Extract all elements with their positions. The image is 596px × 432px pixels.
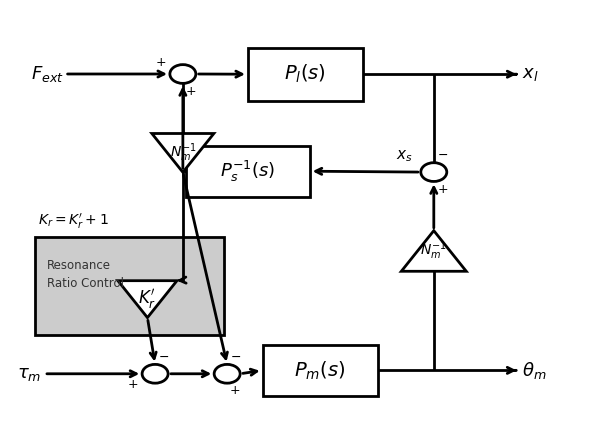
Polygon shape <box>401 231 466 271</box>
Text: $-$: $-$ <box>158 350 169 363</box>
Text: $K_r = K_r' + 1$: $K_r = K_r' + 1$ <box>38 212 109 231</box>
Text: $\tau_m$: $\tau_m$ <box>17 365 41 383</box>
Text: $K_r'$: $K_r'$ <box>138 287 157 311</box>
Circle shape <box>170 65 196 83</box>
Bar <box>263 345 378 396</box>
Text: $\theta_m$: $\theta_m$ <box>522 360 547 381</box>
Text: +: + <box>437 183 448 196</box>
Text: $-$: $-$ <box>230 350 241 363</box>
Bar <box>248 48 363 101</box>
Text: $P_m(s)$: $P_m(s)$ <box>294 359 346 381</box>
Text: +: + <box>156 56 166 69</box>
Text: $x_l$: $x_l$ <box>522 65 539 83</box>
Text: $N_m^{-1}$: $N_m^{-1}$ <box>169 142 196 164</box>
Text: +: + <box>230 384 241 397</box>
Polygon shape <box>152 133 214 172</box>
Bar <box>186 146 310 197</box>
Polygon shape <box>118 281 177 318</box>
Text: $P_l(s)$: $P_l(s)$ <box>284 63 326 86</box>
Text: $x_s$: $x_s$ <box>396 148 413 164</box>
Circle shape <box>214 365 240 383</box>
Text: $-$: $-$ <box>437 149 448 162</box>
Circle shape <box>142 365 168 383</box>
Text: +: + <box>186 85 197 98</box>
Text: +: + <box>128 378 139 391</box>
Text: $P_s^{-1}(s)$: $P_s^{-1}(s)$ <box>221 159 275 184</box>
Bar <box>35 237 224 335</box>
Text: $N_m^{-1}$: $N_m^{-1}$ <box>420 240 447 262</box>
Text: Resonance
Ratio Control: Resonance Ratio Control <box>47 259 124 290</box>
Text: $F_{ext}$: $F_{ext}$ <box>30 64 64 84</box>
Circle shape <box>421 163 447 181</box>
